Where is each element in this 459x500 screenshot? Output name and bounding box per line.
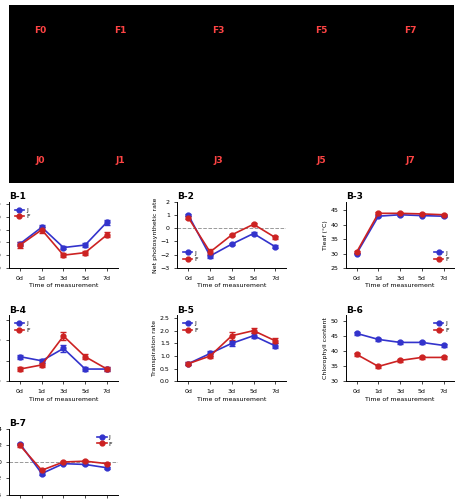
Y-axis label: Transpiration rate: Transpiration rate: [152, 320, 157, 376]
X-axis label: Time of measurement: Time of measurement: [29, 284, 98, 288]
Text: J3: J3: [213, 156, 223, 165]
X-axis label: Time of measurement: Time of measurement: [197, 397, 267, 402]
Text: J0: J0: [36, 156, 45, 165]
Text: B-2: B-2: [178, 192, 194, 201]
Legend: J, F: J, F: [431, 248, 451, 264]
Legend: J, F: J, F: [95, 432, 115, 449]
X-axis label: Time of measurement: Time of measurement: [29, 397, 98, 402]
Text: B-1: B-1: [9, 192, 26, 201]
Text: B-6: B-6: [346, 306, 363, 314]
Legend: J, F: J, F: [12, 205, 32, 222]
Legend: J, F: J, F: [181, 248, 201, 264]
Y-axis label: Tleaf (°C): Tleaf (°C): [323, 220, 328, 250]
Legend: J, F: J, F: [431, 318, 451, 336]
Text: J1: J1: [116, 156, 125, 165]
Text: B-4: B-4: [9, 306, 26, 314]
Text: J5: J5: [316, 156, 325, 165]
Text: B-3: B-3: [346, 192, 363, 201]
Y-axis label: Chlorophyll content: Chlorophyll content: [323, 318, 328, 380]
Text: F5: F5: [315, 26, 327, 36]
Text: B-7: B-7: [9, 419, 26, 428]
Text: F0: F0: [34, 26, 46, 36]
Legend: J, F: J, F: [12, 318, 32, 336]
Text: F7: F7: [403, 26, 416, 36]
Text: J7: J7: [405, 156, 415, 165]
X-axis label: Time of measurement: Time of measurement: [197, 284, 267, 288]
Y-axis label: Net photosynthetic rate: Net photosynthetic rate: [153, 197, 158, 272]
Text: F3: F3: [212, 26, 224, 36]
X-axis label: Time of measurement: Time of measurement: [365, 397, 435, 402]
Legend: J, F: J, F: [181, 318, 201, 336]
Text: a: a: [5, 0, 13, 2]
Text: F1: F1: [114, 26, 127, 36]
Text: B-5: B-5: [178, 306, 194, 314]
X-axis label: Time of measurement: Time of measurement: [365, 284, 435, 288]
